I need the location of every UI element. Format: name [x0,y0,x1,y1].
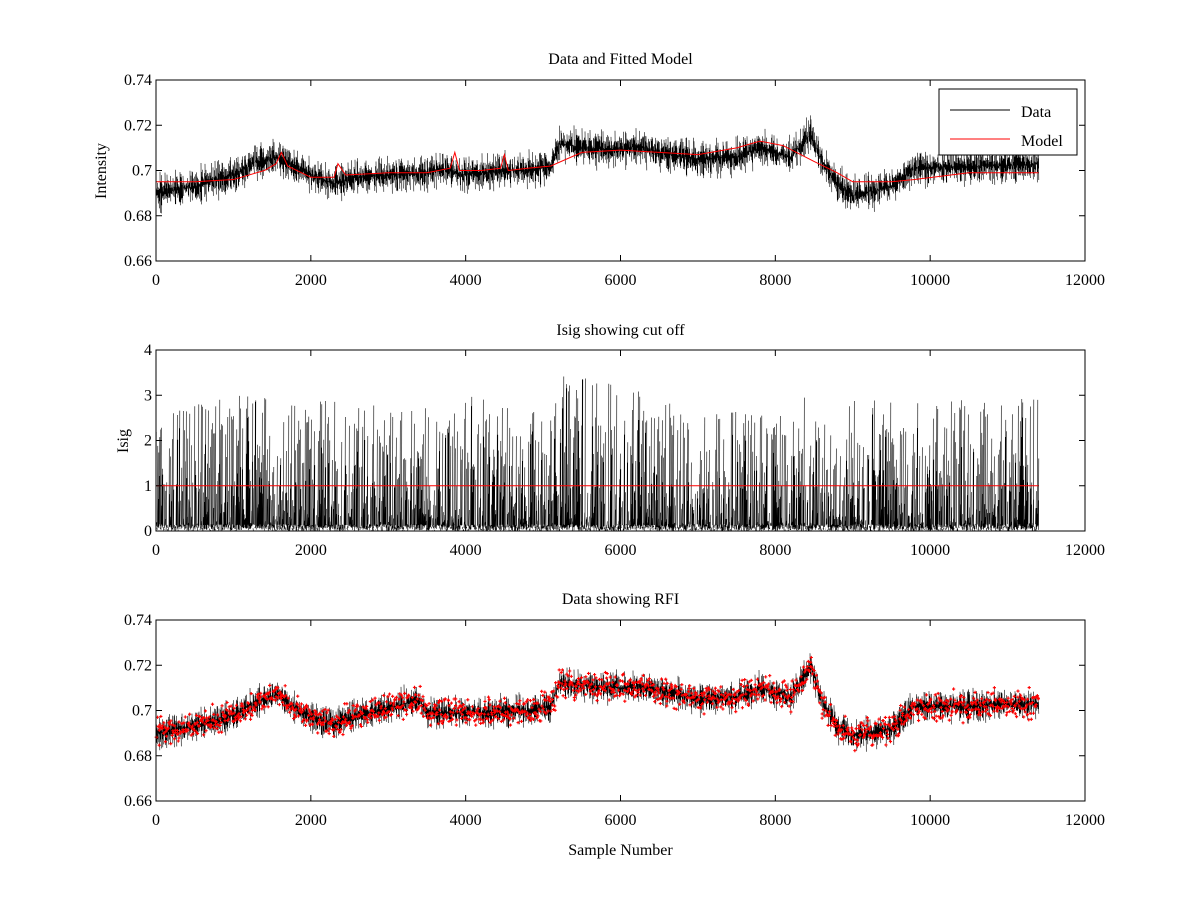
plot-area: 0 2000 4000 6000 8000 10000 12000 0.66 0.68 0.7 0.… [124,612,1105,829]
series-model-line [156,140,1039,183]
legend-box [938,88,1078,156]
x-tick-label: 4000 [450,812,482,829]
y-tick-label: 0.68 [124,748,152,765]
x-tick-label: 0 [152,542,160,559]
panel-data-showing-rfi: Data showing RFI Sample Number 0 2000 4000… [124,591,1105,859]
y-tick-label: 0.72 [124,117,152,134]
x-tick-label: 2000 [295,812,327,829]
x-tick-label: 10000 [910,272,950,289]
x-tick-label: 12000 [1065,542,1105,559]
y-tick-label: 0.74 [124,612,152,629]
y-axis-label: Intensity [93,143,110,199]
x-tick-label: 8000 [759,272,791,289]
x-tick-label: 12000 [1065,812,1105,829]
panel-title: Data showing RFI [562,591,679,608]
panel-title: Isig showing cut off [556,322,685,339]
x-tick-label: 10000 [910,542,950,559]
y-tick-label: 0.66 [124,253,152,270]
x-tick-label: 2000 [295,272,327,289]
y-tick-label: 2 [144,433,152,450]
plot-area: 0 2000 4000 6000 8000 10000 12000 0 1 2 3 4 [144,342,1105,559]
x-tick-label: 4000 [450,272,482,289]
y-tick-label: 0.7 [132,703,152,720]
x-tick-label: 2000 [295,542,327,559]
y-tick-label: 0.7 [132,163,152,180]
x-tick-label: 6000 [605,542,637,559]
x-tick-label: 4000 [450,542,482,559]
legend: Data Model [938,88,1078,156]
x-tick-label: 10000 [910,812,950,829]
y-tick-label: 4 [144,342,152,359]
y-axis-label: Isig [115,429,132,453]
x-axis-label: Sample Number [568,842,673,859]
x-tick-label: 6000 [605,812,637,829]
y-tick-label: 0.74 [124,72,152,89]
plot-area: 0 2000 4000 6000 8000 10000 12000 0.66 0.68 0.7 0.… [124,72,1105,289]
panel-isig-showing-cut-off: Isig showing cut off Isig 0 2000 4000 6000 8… [115,322,1105,559]
panel-data-and-fitted-model: Data and Fitted Model Intensity 0 2000 400… [93,51,1105,289]
x-tick-label: 8000 [759,542,791,559]
y-tick-label: 0.66 [124,793,152,810]
y-tick-label: 0 [144,523,152,540]
y-tick-label: 0.72 [124,657,152,674]
y-tick-label: 1 [144,478,152,495]
x-tick-label: 8000 [759,812,791,829]
legend-label-data: Data [1021,104,1051,121]
x-tick-label: 0 [152,272,160,289]
x-tick-label: 6000 [605,272,637,289]
series-layer [155,376,1040,532]
x-tick-label: 12000 [1065,272,1105,289]
y-tick-label: 3 [144,387,152,404]
x-tick-label: 0 [152,812,160,829]
panel-title: Data and Fitted Model [548,51,693,68]
y-tick-label: 0.68 [124,208,152,225]
legend-label-model: Model [1021,133,1063,150]
